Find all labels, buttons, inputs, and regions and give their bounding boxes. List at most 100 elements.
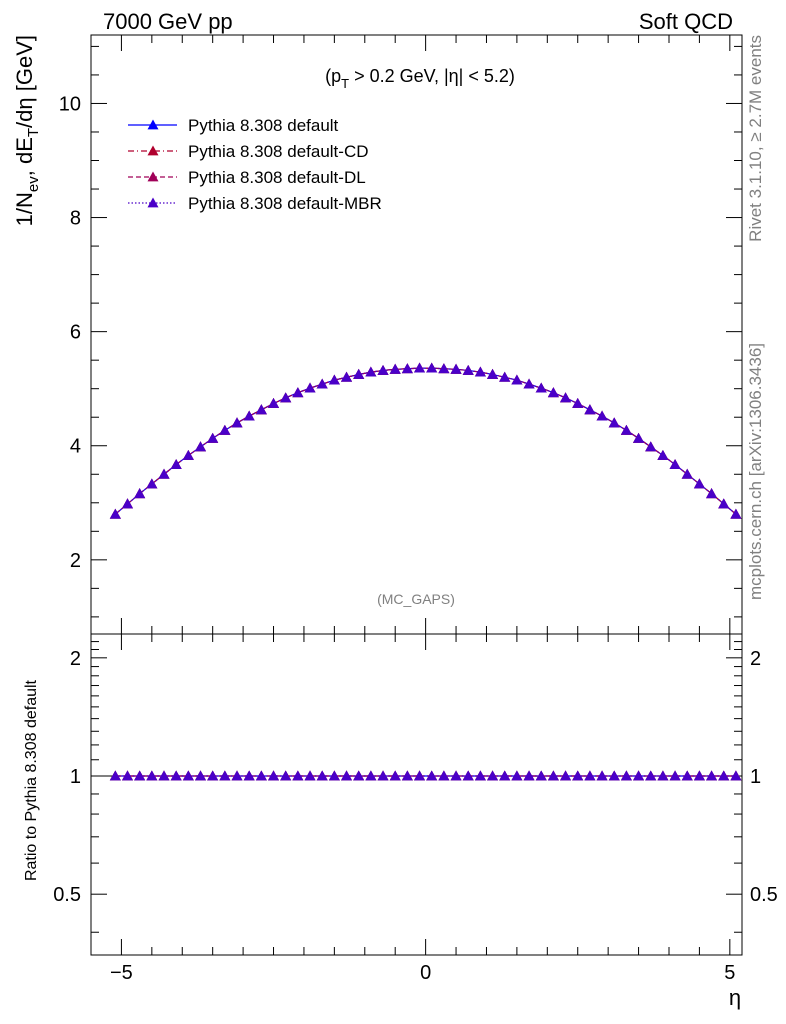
data-point-3 — [280, 392, 292, 403]
lower-series — [109, 770, 742, 781]
ratio-point-3 — [146, 770, 158, 781]
ratio-point-3 — [645, 770, 657, 781]
data-point-3 — [134, 488, 146, 499]
ratio-point-3 — [292, 770, 304, 781]
ratio-point-3 — [620, 770, 632, 781]
ratio-point-3 — [681, 770, 693, 781]
header-right: Soft QCD — [639, 9, 733, 34]
lower-panel-frame — [90, 633, 743, 956]
ratio-point-3 — [122, 770, 134, 781]
legend-label-2: Pythia 8.308 default-DL — [188, 168, 366, 187]
ratio-point-3 — [219, 770, 231, 781]
ratio-point-3 — [231, 770, 243, 781]
ratio-point-3 — [669, 770, 681, 781]
ratio-point-3 — [474, 770, 486, 781]
data-point-3 — [657, 449, 669, 460]
legend-label-1: Pythia 8.308 default-CD — [188, 142, 369, 161]
ratio-point-3 — [316, 770, 328, 781]
data-point-3 — [523, 378, 535, 389]
legend-marker-1 — [147, 145, 159, 156]
ratio-point-3 — [389, 770, 401, 781]
data-point-3 — [292, 387, 304, 398]
ratio-point-3 — [706, 770, 718, 781]
ratio-point-3 — [207, 770, 219, 781]
ratio-point-3 — [280, 770, 292, 781]
lower-y-tick-label-right: 2 — [750, 648, 761, 670]
data-point-3 — [706, 488, 718, 499]
ratio-point-3 — [182, 770, 194, 781]
data-point-3 — [669, 459, 681, 469]
data-point-3 — [645, 441, 657, 452]
data-point-3 — [158, 468, 170, 479]
data-point-3 — [146, 478, 158, 489]
upper-y-tick-label: 10 — [59, 93, 81, 115]
data-point-3 — [560, 392, 572, 403]
data-point-3 — [255, 404, 267, 415]
legend-marker-3 — [147, 197, 159, 208]
lower-ylabel: Ratio to Pythia 8.308 default — [23, 679, 40, 881]
ratio-point-3 — [268, 770, 280, 781]
legend: Pythia 8.308 default Pythia 8.308 default… — [128, 116, 382, 213]
ratio-point-3 — [134, 770, 146, 781]
upper-y-tick-label: 6 — [70, 322, 81, 344]
upper-ticks: 2 4 6 8 10 — [59, 35, 742, 634]
data-point-3 — [730, 508, 742, 519]
data-point-3 — [341, 371, 353, 382]
ratio-point-3 — [304, 770, 316, 781]
ratio-point-3 — [560, 770, 572, 781]
ratio-point-3 — [377, 770, 389, 781]
data-point-3 — [401, 363, 413, 374]
data-point-3 — [620, 424, 632, 435]
data-point-3 — [608, 417, 620, 428]
lower-y-tick-label: 0.5 — [53, 884, 81, 906]
data-point-3 — [693, 478, 705, 489]
ratio-point-3 — [255, 770, 267, 781]
analysis-tag: (MC_GAPS) — [377, 591, 455, 607]
series-line-3 — [114, 367, 737, 515]
lower-y-tick-label: 1 — [70, 766, 81, 788]
ratio-point-3 — [584, 770, 596, 781]
upper-series — [109, 362, 742, 519]
ratio-point-3 — [438, 770, 450, 781]
ratio-point-3 — [158, 770, 170, 781]
header-left: 7000 GeV pp — [103, 9, 233, 34]
ratio-point-3 — [328, 770, 340, 781]
data-point-3 — [547, 387, 559, 398]
legend-marker-2 — [147, 171, 159, 182]
lower-y-tick-label-right: 0.5 — [750, 884, 778, 906]
data-point-3 — [499, 371, 511, 382]
lower-y-tick-label-right: 1 — [750, 766, 761, 788]
data-point-3 — [316, 378, 328, 389]
data-point-3 — [681, 468, 693, 479]
data-point-3 — [195, 441, 207, 452]
ratio-point-3 — [426, 770, 438, 781]
rivet-label: Rivet 3.1.10, ≥ 2.7M events — [746, 35, 765, 242]
ratio-point-3 — [718, 770, 730, 781]
upper-y-tick-label: 8 — [70, 208, 81, 230]
ratio-point-3 — [109, 770, 121, 781]
ratio-point-3 — [195, 770, 207, 781]
ratio-point-3 — [730, 770, 742, 781]
lower-ticks: −5 0 5 0.5 0.5 1 1 2 2 — [53, 634, 778, 984]
x-tick-label: −5 — [110, 962, 133, 984]
data-point-3 — [219, 424, 231, 435]
data-point-3 — [231, 417, 243, 428]
ratio-point-3 — [462, 770, 474, 781]
legend-label-0: Pythia 8.308 default — [188, 116, 339, 135]
ratio-point-3 — [608, 770, 620, 781]
ratio-point-3 — [353, 770, 365, 781]
ratio-point-3 — [450, 770, 462, 781]
ratio-point-3 — [170, 770, 182, 781]
data-point-3 — [438, 363, 450, 374]
upper-title: (pT > 0.2 GeV, |η| < 5.2) — [325, 66, 515, 91]
x-tick-label: 0 — [420, 962, 431, 984]
ratio-point-3 — [511, 770, 523, 781]
data-point-3 — [584, 404, 596, 415]
ratio-point-3 — [401, 770, 413, 781]
data-point-3 — [207, 432, 219, 443]
upper-ylabel: 1/Nev, dET/dη [GeV] — [12, 35, 42, 226]
data-point-3 — [414, 362, 426, 373]
ratio-point-3 — [596, 770, 608, 781]
data-point-3 — [122, 498, 134, 509]
data-point-3 — [353, 368, 365, 379]
